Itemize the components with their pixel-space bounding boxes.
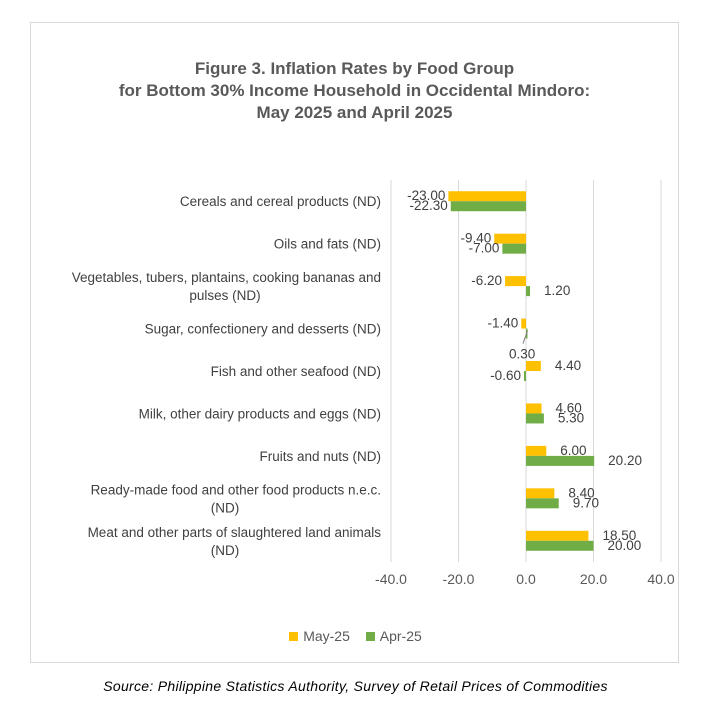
bar-may-3 xyxy=(521,318,526,329)
bar-may-6 xyxy=(526,445,547,456)
source-note: Source: Philippine Statistics Authority,… xyxy=(103,678,608,694)
data-label-apr-4: -0.60 xyxy=(490,368,521,383)
category-label-8-line-1: (ND) xyxy=(211,543,240,558)
bar-may-4 xyxy=(526,361,541,371)
data-label-apr-8: 20.00 xyxy=(608,538,642,553)
bar-apr-7 xyxy=(526,498,559,509)
category-label-7-line-1: (ND) xyxy=(211,500,240,515)
data-label-may-4: 4.40 xyxy=(555,358,581,373)
legend-label-apr: Apr-25 xyxy=(379,628,422,644)
bar-apr-6 xyxy=(526,455,595,466)
leader-line-sugar xyxy=(522,330,528,344)
data-label-may-6: 6.00 xyxy=(560,443,586,458)
data-label-may-8: 18.50 xyxy=(602,528,636,543)
data-label-may-5: 4.60 xyxy=(556,400,582,415)
legend-item-apr: Apr-25 xyxy=(365,628,422,644)
x-tick-label-3: 20.0 xyxy=(580,571,607,587)
category-label-8-line-0: Meat and other parts of slaughtered land… xyxy=(88,525,382,540)
data-label-may-1: -9.40 xyxy=(460,231,491,246)
bar-may-8 xyxy=(526,530,589,541)
data-label-apr-5: 5.30 xyxy=(558,410,584,425)
data-label-apr-0: -22.30 xyxy=(409,198,447,213)
bar-may-5 xyxy=(526,403,542,414)
legend-swatch-may xyxy=(289,632,299,641)
chart-frame xyxy=(30,22,679,663)
category-label-5: Milk, other dairy products and eggs (ND) xyxy=(139,406,381,421)
bar-may-0 xyxy=(448,191,526,202)
category-label-2-line-0: Vegetables, tubers, plantains, cooking b… xyxy=(72,270,381,285)
data-label-apr-6: 20.20 xyxy=(608,453,642,468)
legend-label-may: May-25 xyxy=(303,628,350,644)
x-tick-label-2: 0.0 xyxy=(516,571,536,587)
data-label-apr-7: 9.70 xyxy=(573,495,599,510)
category-label-2-line-1: pulses (ND) xyxy=(189,288,260,303)
chart-title: Figure 3. Inflation Rates by Food Group … xyxy=(30,58,679,124)
category-label-3: Sugar, confectionery and desserts (ND) xyxy=(145,322,381,337)
category-label-6: Fruits and nuts (ND) xyxy=(259,449,381,464)
chart-title-line-3: May 2025 and April 2025 xyxy=(256,103,453,122)
data-label-apr-2: 1.20 xyxy=(544,283,570,298)
bar-may-1 xyxy=(494,233,526,244)
data-label-may-0: -23.00 xyxy=(407,188,445,203)
bar-may-7 xyxy=(526,488,555,499)
bar-apr-5 xyxy=(526,413,544,424)
data-label-may-2: -6.20 xyxy=(471,273,502,288)
legend-swatch-apr xyxy=(365,632,375,641)
data-label-apr-1: -7.00 xyxy=(469,241,500,256)
category-label-4: Fish and other seafood (ND) xyxy=(211,364,381,379)
data-label-may-3: -1.40 xyxy=(487,316,518,331)
bar-apr-1 xyxy=(502,243,526,254)
legend-item-may: May-25 xyxy=(289,628,350,644)
x-tick-label-4: 40.0 xyxy=(647,571,674,587)
bar-apr-2 xyxy=(526,286,531,297)
legend: May-25 Apr-25 xyxy=(0,628,711,644)
data-label-apr-3: 0.30 xyxy=(509,347,535,362)
x-tick-label-1: -20.0 xyxy=(443,571,475,587)
data-label-may-7: 8.40 xyxy=(568,485,594,500)
bar-apr-4 xyxy=(523,371,526,381)
category-label-1: Oils and fats (ND) xyxy=(274,237,381,252)
bar-apr-8 xyxy=(526,540,594,551)
category-label-0: Cereals and cereal products (ND) xyxy=(180,194,381,209)
bar-apr-0 xyxy=(450,201,526,212)
x-tick-label-0: -40.0 xyxy=(375,571,407,587)
chart-title-line-1: Figure 3. Inflation Rates by Food Group xyxy=(194,59,515,78)
chart-title-line-2: for Bottom 30% Income Household in Occid… xyxy=(118,81,591,100)
bar-may-2 xyxy=(505,276,526,287)
category-label-7-line-0: Ready-made food and other food products … xyxy=(91,482,381,497)
